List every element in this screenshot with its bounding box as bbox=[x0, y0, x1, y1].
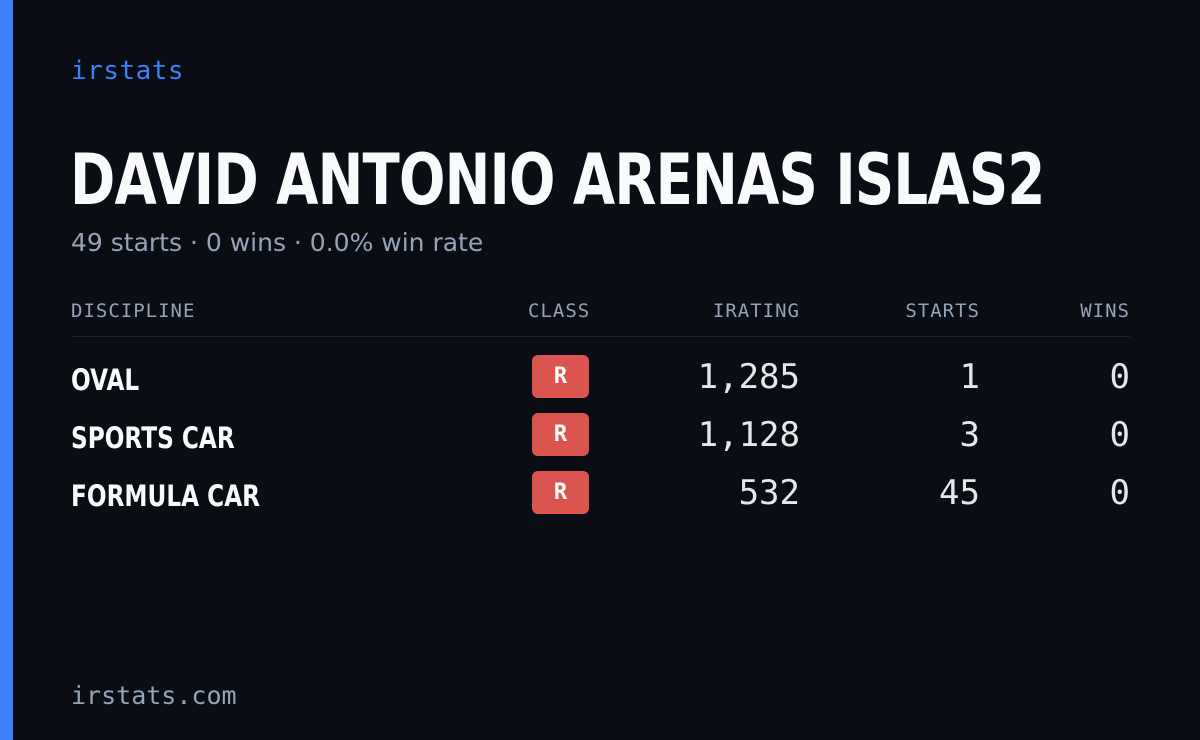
stats-table: DISCIPLINE CLASS IRATING STARTS WINS OVA… bbox=[71, 296, 1130, 529]
header-class: CLASS bbox=[528, 300, 591, 322]
wins-value: 0 bbox=[1109, 473, 1130, 513]
footer-url: irstats.com bbox=[71, 681, 237, 710]
discipline-name: FORMULA CAR bbox=[71, 479, 261, 513]
table-row: SPORTS CAR R 1,128 3 0 bbox=[71, 413, 1130, 471]
starts-value: 3 bbox=[959, 415, 980, 455]
wins-value: 0 bbox=[1109, 357, 1130, 397]
header-wins: WINS bbox=[1080, 300, 1130, 322]
irating-value: 1,285 bbox=[697, 357, 800, 397]
table-row: OVAL R 1,285 1 0 bbox=[71, 355, 1130, 413]
header-discipline: DISCIPLINE bbox=[71, 300, 196, 322]
discipline-name: SPORTS CAR bbox=[71, 421, 235, 455]
wins-value: 0 bbox=[1109, 415, 1130, 455]
player-name: DAVID ANTONIO ARENAS ISLAS2 bbox=[70, 139, 1045, 221]
class-badge: R bbox=[532, 471, 589, 514]
table-header: DISCIPLINE CLASS IRATING STARTS WINS bbox=[71, 296, 1130, 337]
header-irating: IRATING bbox=[712, 300, 800, 322]
player-summary: 49 starts · 0 wins · 0.0% win rate bbox=[71, 228, 484, 257]
table-row: FORMULA CAR R 532 45 0 bbox=[71, 471, 1130, 529]
class-badge: R bbox=[532, 355, 589, 398]
accent-bar bbox=[0, 0, 13, 740]
irating-value: 532 bbox=[738, 473, 800, 513]
discipline-name: OVAL bbox=[71, 363, 140, 397]
table-body: OVAL R 1,285 1 0 SPORTS CAR R 1,128 3 0 … bbox=[71, 355, 1130, 529]
class-badge: R bbox=[532, 413, 589, 456]
starts-value: 1 bbox=[959, 357, 980, 397]
header-starts: STARTS bbox=[905, 300, 980, 322]
brand-logo: irstats bbox=[71, 56, 185, 86]
starts-value: 45 bbox=[939, 473, 980, 513]
irating-value: 1,128 bbox=[697, 415, 800, 455]
